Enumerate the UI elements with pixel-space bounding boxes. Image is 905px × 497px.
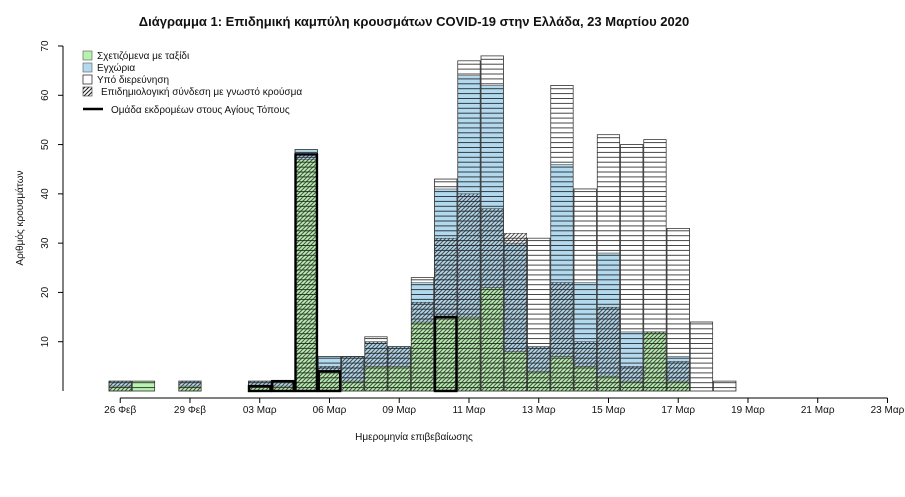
bar-epi-link bbox=[527, 346, 551, 392]
x-tick-label: 26 Φεβ bbox=[104, 405, 136, 416]
x-tick-label: 06 Μαρ bbox=[313, 405, 347, 416]
bar-epi-link bbox=[480, 208, 504, 392]
bar-epi-link bbox=[434, 237, 458, 392]
legend-swatch-travel bbox=[82, 50, 93, 61]
x-axis: 26 Φεβ 29 Φεβ 03 Μαρ 06 Μαρ 09 Μαρ 11 Μαρ 13 Μ… bbox=[104, 397, 905, 416]
bar-outline bbox=[689, 321, 714, 392]
bar-lines-overlay bbox=[690, 322, 713, 391]
bar-epi-link bbox=[318, 366, 341, 392]
y-axis-label: Αριθμός κρουσμάτων bbox=[14, 170, 26, 265]
bar-epi-link bbox=[108, 380, 132, 392]
y-tick-label: 10 bbox=[40, 336, 51, 348]
x-tick-label: 21 Μαρ bbox=[801, 405, 835, 416]
bar-epi-link bbox=[294, 154, 318, 392]
plot-area: 10 20 30 40 50 60 70 26 Φεβ 29 Φεβ 03 Μαρ 06 Μαρ 0… bbox=[40, 40, 905, 416]
x-tick-label: 23 Μαρ bbox=[871, 405, 905, 416]
y-tick-label: 30 bbox=[40, 237, 51, 249]
bar-epi-link bbox=[387, 346, 411, 392]
legend-swatch-investigation bbox=[82, 74, 93, 85]
bar-epi-link bbox=[666, 361, 690, 392]
bar-lines-overlay bbox=[620, 144, 643, 391]
x-tick-label: 29 Φεβ bbox=[174, 405, 206, 416]
x-tick-label: 17 Μαρ bbox=[661, 405, 695, 416]
chart-title: Διάγραμμα 1: Επιδημική καμπύλη κρουσμάτω… bbox=[139, 14, 689, 29]
bar-epi-link bbox=[597, 306, 620, 392]
legend-swatch-domestic bbox=[82, 62, 93, 73]
legend-label-outbreak: Ομάδα εκδρομέων στους Αγίους Τόπους bbox=[111, 104, 290, 116]
x-tick-label: 03 Μαρ bbox=[243, 405, 277, 416]
bar-epi-link bbox=[504, 233, 527, 392]
bar-epi-link bbox=[620, 366, 644, 392]
bar-lines-overlay bbox=[713, 381, 736, 391]
x-tick-label: 19 Μαρ bbox=[731, 405, 765, 416]
x-tick-label: 15 Μαρ bbox=[592, 405, 626, 416]
y-tick-label: 20 bbox=[40, 286, 51, 298]
bar-epi-link bbox=[341, 356, 365, 392]
bar-outbreak-group bbox=[433, 315, 458, 393]
legend-label-epi-link: Επιδημιολογική σύνδεση με γνωστό κρούσμα bbox=[101, 86, 302, 98]
legend-label-travel: Σχετιζόμενα με ταξίδι bbox=[97, 50, 189, 62]
bar-lines-overlay bbox=[643, 139, 667, 391]
bar-epi-link bbox=[364, 341, 388, 392]
bar-epi-link bbox=[271, 380, 295, 392]
x-tick-label: 11 Μαρ bbox=[452, 405, 485, 416]
bar-outline bbox=[131, 380, 156, 392]
x-axis-label: Ημερομηνία επιβεβαίωσης bbox=[355, 431, 473, 443]
y-tick-label: 70 bbox=[40, 40, 51, 52]
legend: Σχετιζόμενα με ταξίδι Εγχώρια Υπό διερεύ… bbox=[82, 50, 302, 116]
bar-epi-link bbox=[457, 193, 481, 392]
legend-swatch-epi-link bbox=[82, 86, 93, 97]
x-tick-label: 09 Μαρ bbox=[382, 405, 416, 416]
y-tick-label: 50 bbox=[40, 139, 51, 151]
bar-epi-link bbox=[573, 341, 597, 392]
y-axis: 10 20 30 40 50 60 70 bbox=[40, 40, 64, 391]
y-tick-label: 40 bbox=[40, 188, 51, 200]
legend-label-investigation: Υπό διερεύνηση bbox=[97, 74, 169, 86]
bar-epi-link bbox=[411, 302, 434, 392]
bar-outline bbox=[713, 380, 737, 392]
legend-label-domestic: Εγχώρια bbox=[97, 62, 135, 74]
bar-outbreak-group bbox=[294, 153, 319, 393]
bar-epi-link bbox=[643, 331, 667, 392]
bar-outbreak-group bbox=[247, 384, 272, 393]
bars-group bbox=[108, 55, 737, 393]
bar-lines-overlay bbox=[667, 228, 690, 391]
bar-outbreak-group bbox=[271, 379, 295, 393]
x-tick-label: 13 Μαρ bbox=[522, 405, 556, 416]
y-tick-label: 60 bbox=[40, 89, 51, 101]
bar-epi-link bbox=[550, 282, 574, 392]
bar-epi-link bbox=[178, 380, 202, 392]
bar-lines-overlay bbox=[574, 188, 597, 391]
bar-outbreak-group bbox=[317, 370, 342, 393]
bar-lines-overlay bbox=[132, 381, 155, 391]
